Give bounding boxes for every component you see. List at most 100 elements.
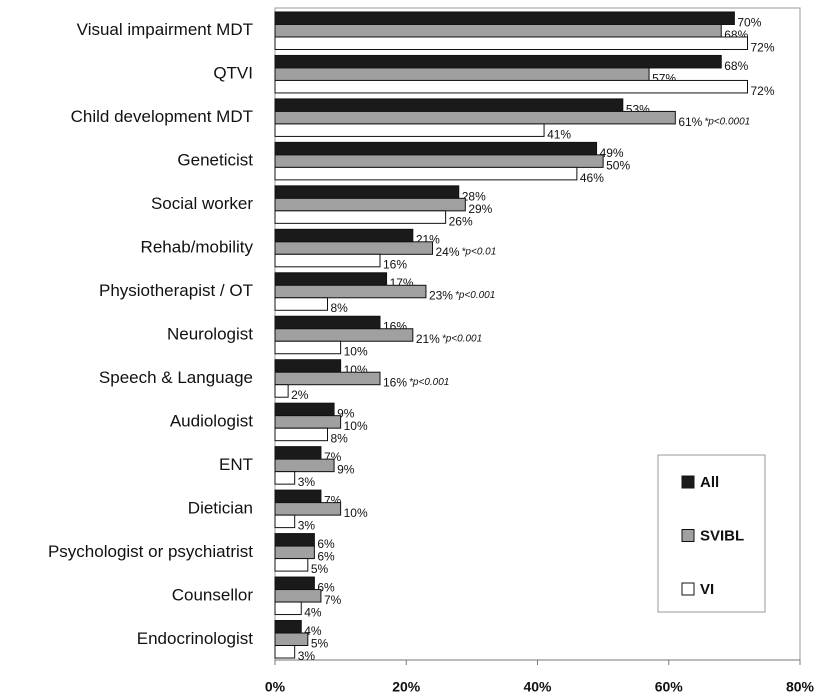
data-label: 28% (462, 189, 486, 203)
data-label: 68% (724, 59, 748, 73)
bar (274, 110, 676, 125)
bar (274, 284, 427, 299)
data-label: 41% (547, 127, 571, 141)
bar (274, 98, 624, 112)
data-label: 24% (436, 245, 460, 259)
bar (274, 241, 433, 255)
bar (274, 54, 722, 69)
y-tick-label: Psychologist or psychiatrist (48, 542, 253, 561)
bar (274, 645, 296, 659)
y-tick-label: Rehab/mobility (141, 238, 254, 257)
data-label: 23% (429, 289, 453, 303)
bar (274, 489, 322, 504)
x-tick-label: 0% (265, 679, 286, 695)
legend-swatch (681, 529, 695, 542)
bar (274, 272, 388, 286)
bar (274, 601, 302, 616)
data-label: 4% (304, 605, 322, 619)
legend-swatch (681, 582, 695, 596)
bar (274, 67, 650, 81)
y-tick-label: ENT (219, 455, 253, 474)
data-label: 10% (344, 345, 368, 359)
bar (274, 514, 296, 529)
y-tick-label: Visual impairment MDT (77, 20, 253, 39)
data-label: 26% (449, 214, 473, 228)
data-label: 49% (600, 146, 624, 160)
bar (274, 123, 545, 137)
data-label: 6% (317, 580, 335, 594)
data-label: 2% (291, 388, 309, 402)
annotation: *p<0.001 (409, 377, 449, 388)
data-label: 10% (344, 506, 368, 520)
data-label: 3% (298, 519, 316, 533)
data-label: 5% (311, 636, 329, 650)
data-label: 72% (751, 40, 775, 54)
bar (274, 371, 381, 386)
data-label: 61% (678, 115, 702, 129)
data-label: 50% (606, 158, 630, 172)
bar (274, 502, 342, 516)
y-tick-label: Audiologist (170, 411, 253, 430)
annotation: *p<0.001 (442, 334, 482, 345)
data-label: 5% (311, 562, 329, 576)
data-label: 3% (298, 475, 316, 489)
y-tick-label: Physiotherapist / OT (99, 281, 253, 300)
y-tick-label: Endocrinologist (137, 629, 254, 648)
bar (274, 632, 309, 647)
bar (274, 576, 315, 591)
bar (274, 228, 414, 243)
bar (274, 79, 748, 94)
data-label: 46% (580, 171, 604, 185)
data-label: 9% (337, 463, 355, 477)
bar (274, 166, 578, 181)
data-label: 6% (317, 550, 335, 564)
bar (274, 11, 735, 25)
y-tick-label: Speech & Language (99, 368, 253, 387)
bar (274, 328, 414, 342)
legend-swatch (681, 475, 695, 489)
legend-label: SVIBL (700, 527, 744, 544)
data-label: 3% (298, 649, 316, 663)
x-tick-label: 20% (392, 679, 421, 695)
bar (274, 427, 328, 442)
legend-box (657, 454, 766, 613)
data-label: 16% (383, 258, 407, 272)
bar (274, 141, 598, 156)
bar (274, 253, 381, 268)
data-label: 10% (344, 419, 368, 433)
bar (274, 458, 335, 473)
data-label: 8% (331, 301, 349, 315)
bar (274, 359, 342, 373)
annotation: *p<0.001 (455, 290, 495, 301)
bar (274, 340, 342, 355)
bar (274, 533, 315, 547)
x-tick-label: 80% (786, 679, 815, 695)
bar (274, 620, 302, 634)
bar (274, 297, 328, 311)
bar (274, 197, 466, 212)
bar (274, 589, 322, 603)
data-label: 9% (337, 407, 355, 421)
annotation: *p<0.0001 (704, 116, 750, 127)
data-label: 70% (737, 15, 761, 29)
data-label: 21% (416, 332, 440, 346)
y-tick-label: Social worker (151, 194, 253, 213)
legend-label: All (700, 474, 719, 491)
bar (274, 210, 447, 224)
bar (274, 545, 315, 560)
data-label: 72% (751, 84, 775, 98)
annotation: *p<0.01 (462, 247, 497, 258)
bar (274, 446, 322, 460)
data-label: 4% (304, 624, 322, 638)
bar (274, 558, 309, 572)
y-tick-label: Geneticist (177, 151, 253, 170)
y-tick-label: Counsellor (172, 585, 254, 604)
data-label: 8% (331, 432, 349, 446)
data-label: 16% (383, 376, 407, 390)
bar (274, 415, 342, 429)
x-tick-label: 60% (655, 679, 684, 695)
y-tick-label: QTVI (213, 64, 253, 83)
bar (274, 384, 289, 398)
bar (274, 315, 381, 330)
bar (274, 471, 296, 485)
